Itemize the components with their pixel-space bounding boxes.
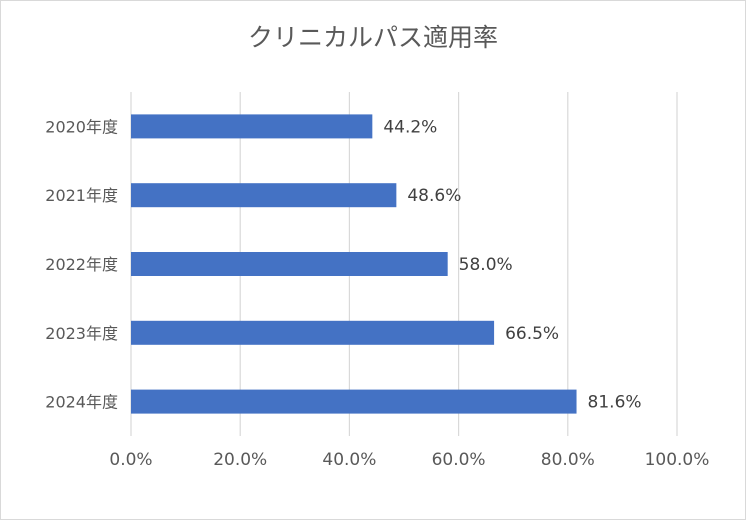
x-tick-label: 80.0% [541,450,595,470]
x-tick-label: 0.0% [109,450,152,470]
data-label: 66.5% [505,324,559,344]
data-label: 81.6% [588,393,642,413]
bar [131,114,373,139]
data-label: 44.2% [383,117,437,137]
x-tick-label: 60.0% [432,450,486,470]
data-label: 48.6% [407,186,461,206]
data-labels: 44.2% 48.6% 58.0% 66.5% 81.6% [383,117,641,412]
data-label: 58.0% [459,255,513,275]
bar [131,183,397,208]
category-label: 2024年度 [45,393,118,412]
category-labels: 2020年度 2021年度 2022年度 2023年度 2024年度 [45,117,118,411]
category-label: 2021年度 [45,186,118,205]
x-tick-label: 40.0% [322,450,376,470]
chart-title: クリニカルパス適用率 [247,23,498,52]
bar [131,320,495,345]
category-label: 2023年度 [45,324,118,343]
x-tick-labels: 0.0% 20.0% 40.0% 60.0% 80.0% 100.0% [109,450,709,470]
bar [131,389,577,414]
x-tick-label: 100.0% [645,450,710,470]
bars [131,114,577,414]
category-label: 2020年度 [45,117,118,136]
category-label: 2022年度 [45,255,118,274]
x-tick-label: 20.0% [213,450,267,470]
bar [131,252,448,276]
